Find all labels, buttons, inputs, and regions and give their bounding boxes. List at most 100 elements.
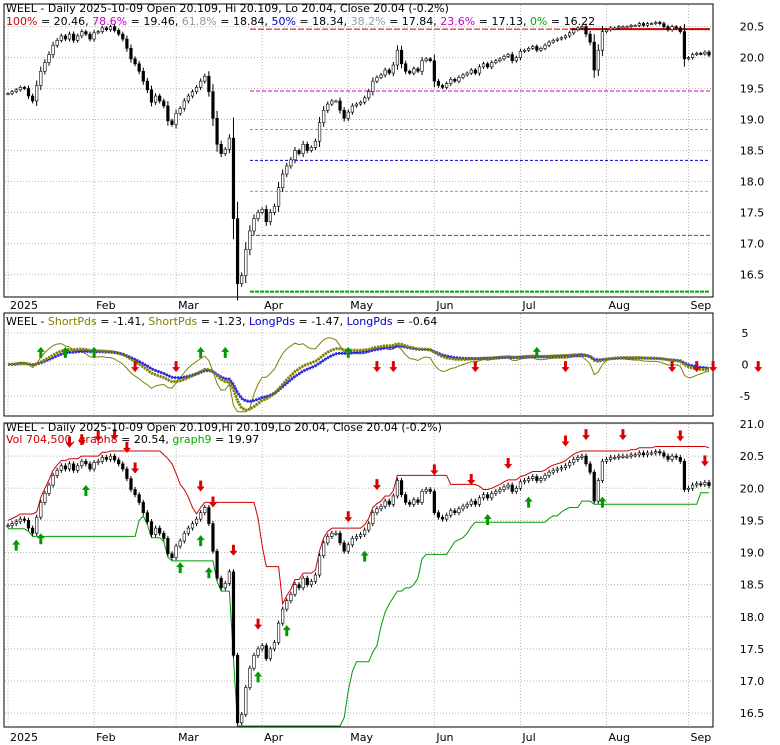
price-bar-body xyxy=(461,74,465,78)
oscillator-lines xyxy=(7,337,710,413)
price-x-tick-label: Sep xyxy=(691,299,712,312)
signal-bar-body xyxy=(149,521,154,535)
oscillator-buy-arrow xyxy=(532,346,541,358)
signal-legend-value: = 19.97 xyxy=(215,433,259,446)
price-bar-body xyxy=(301,144,305,154)
signal-x-ticks: 2025 Feb Mar Apr May Jun Jul Aug Sep xyxy=(10,731,711,744)
price-panel-grid xyxy=(5,5,712,296)
oscillator-y-ticks: 5 0 -5 xyxy=(740,327,751,403)
oscillator-series-label: LongPds xyxy=(249,315,298,328)
price-bar-body xyxy=(399,49,404,65)
signal-buy-arrow xyxy=(483,513,492,525)
signal-bar-body xyxy=(457,508,461,513)
price-bar-body xyxy=(6,93,10,96)
signal-bar-body xyxy=(145,512,149,522)
fibonacci-value: = 19.46, xyxy=(131,15,182,28)
signal-bar-body xyxy=(535,476,539,481)
signal-bar-body xyxy=(117,459,121,465)
price-bar-body xyxy=(264,209,268,223)
signal-bar-body xyxy=(404,494,408,503)
price-x-tick-label: Jun xyxy=(435,299,453,312)
signal-bar-body xyxy=(510,484,514,492)
signal-bar-body xyxy=(408,502,412,505)
price-y-ticks: 16.5 17.0 17.5 18.0 18.5 19.0 19.5 20.0 20.5 xyxy=(740,21,765,282)
price-bar-body xyxy=(596,49,600,71)
signal-bar-body xyxy=(317,555,322,576)
fibonacci-lines xyxy=(250,28,710,293)
signal-bar-body xyxy=(559,467,564,470)
signal-sell-arrow xyxy=(254,618,263,630)
price-bar-body xyxy=(235,218,240,284)
signal-buy-arrow xyxy=(360,550,369,562)
price-bar-body xyxy=(502,56,506,60)
fibonacci-value: = 17.84, xyxy=(389,15,440,28)
signal-bar-body xyxy=(686,487,691,490)
oscillator-series-label: ShortPds xyxy=(48,315,100,328)
price-bar-body xyxy=(379,74,383,78)
signal-bar-body xyxy=(100,457,104,462)
signal-bar-body xyxy=(10,523,14,526)
signal-bar-body xyxy=(322,542,326,557)
oscillator-sell-arrow xyxy=(754,361,763,373)
price-bar-body xyxy=(535,46,539,51)
price-bar-body xyxy=(182,100,186,109)
price-bar-body xyxy=(395,49,400,66)
price-bar-body xyxy=(522,49,527,52)
signal-x-tick-label: Mar xyxy=(178,731,199,744)
signal-bar-body xyxy=(645,452,650,456)
graph8-line xyxy=(7,446,710,606)
oscillator-sell-arrow xyxy=(389,361,398,373)
price-bar-body xyxy=(465,72,469,76)
price-bar-body xyxy=(572,29,576,34)
signal-sell-arrow xyxy=(430,464,439,476)
signal-bar-body xyxy=(363,529,367,535)
signal-bar-body xyxy=(490,493,494,499)
signal-sell-arrow xyxy=(561,435,570,447)
signal-bar-body xyxy=(371,512,375,524)
signal-bar-body xyxy=(522,480,527,483)
price-bar-body xyxy=(629,25,633,27)
price-bar-body xyxy=(358,101,363,105)
price-bar-body xyxy=(469,69,473,74)
signal-bar-body xyxy=(260,645,264,650)
signal-bar-body xyxy=(629,454,633,457)
price-bar-body xyxy=(108,26,113,31)
signal-bar-body xyxy=(248,667,252,688)
signal-buy-arrow xyxy=(254,671,263,683)
price-bar-body xyxy=(412,68,416,74)
signal-bar-body xyxy=(518,481,523,489)
fibonacci-legend: 100% = 20.46, 78.6% = 19.46, 61.8% = 18.… xyxy=(6,15,595,28)
price-bar-body xyxy=(190,91,195,97)
price-bar-body xyxy=(112,26,117,31)
price-bar-body xyxy=(162,100,166,107)
signal-bar-body xyxy=(592,471,596,502)
price-bar-body xyxy=(289,159,293,167)
signal-bar-body xyxy=(346,544,350,552)
price-bar-body xyxy=(658,22,662,24)
price-bar-body xyxy=(432,60,436,82)
signal-sell-arrow xyxy=(110,429,119,441)
signal-bar-body xyxy=(231,571,236,656)
price-bar-body xyxy=(133,58,137,65)
signal-bar-body xyxy=(555,468,559,471)
signal-legend-label: graph8 xyxy=(78,433,121,446)
price-bar-body xyxy=(633,25,637,27)
signal-bar-body xyxy=(691,484,695,489)
price-bar-body xyxy=(76,35,80,41)
signal-y-tick-label: 17.0 xyxy=(740,675,765,688)
price-bar-body xyxy=(10,91,14,94)
signal-bar-body xyxy=(502,486,506,490)
signal-bar-body xyxy=(666,455,670,460)
signal-bar-body xyxy=(477,497,482,505)
price-bar-body xyxy=(63,35,67,40)
price-bar-body xyxy=(96,31,100,34)
price-bar-body xyxy=(682,31,687,60)
price-panel: 16.5 17.0 17.5 18.0 18.5 19.0 19.5 20.0 20.5 202… xyxy=(3,2,765,312)
signal-bar-body xyxy=(301,577,305,589)
price-bar-body xyxy=(223,148,227,154)
oscillator-sell-arrow xyxy=(709,361,718,373)
price-bar-body xyxy=(674,26,678,29)
signal-bar-body xyxy=(59,465,63,471)
price-bar-body xyxy=(104,27,108,31)
